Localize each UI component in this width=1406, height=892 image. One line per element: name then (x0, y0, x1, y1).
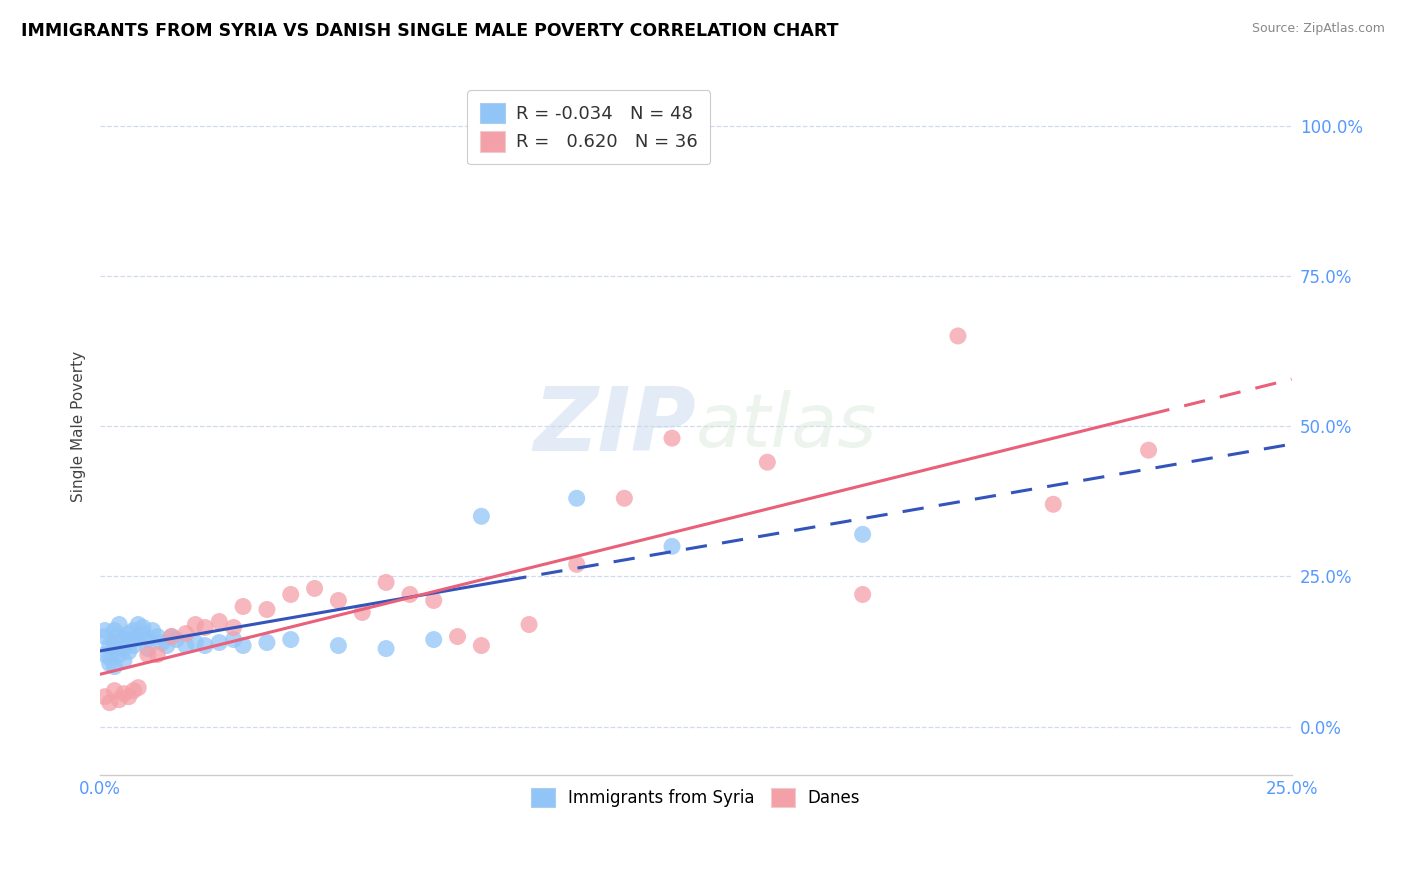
Point (118, 644, 141, 658)
Point (232, 599, 254, 614)
Point (852, 527, 875, 541)
Point (280, 587, 302, 601)
Point (150, 635, 173, 649)
Point (470, 639, 492, 653)
Point (375, 641, 398, 656)
Point (399, 587, 422, 601)
Point (174, 626, 197, 640)
Point (422, 593, 444, 607)
Point (112, 641, 135, 656)
Point (422, 632, 444, 647)
Point (112, 687, 135, 701)
Point (103, 624, 125, 638)
Point (446, 630, 468, 644)
Text: ZIP: ZIP (533, 383, 696, 469)
Point (94, 648, 117, 662)
Point (127, 617, 149, 632)
Point (94, 624, 117, 638)
Point (256, 635, 278, 649)
Text: IMMIGRANTS FROM SYRIA VS DANISH SINGLE MALE POVERTY CORRELATION CHART: IMMIGRANTS FROM SYRIA VS DANISH SINGLE M… (21, 22, 838, 40)
Point (142, 624, 165, 638)
Point (565, 558, 588, 572)
Point (118, 690, 141, 704)
Point (194, 621, 217, 635)
Point (112, 654, 135, 668)
Point (517, 617, 540, 632)
Point (103, 641, 125, 656)
Point (136, 641, 159, 656)
Point (946, 329, 969, 343)
Legend: Immigrants from Syria, Danes: Immigrants from Syria, Danes (523, 780, 869, 815)
Point (122, 624, 145, 638)
Point (174, 639, 197, 653)
Point (304, 582, 326, 596)
Point (661, 431, 683, 445)
Point (375, 575, 398, 590)
Text: Source: ZipAtlas.com: Source: ZipAtlas.com (1251, 22, 1385, 36)
Text: atlas: atlas (696, 390, 877, 462)
Point (208, 615, 231, 629)
Point (118, 626, 141, 640)
Point (852, 587, 875, 601)
Point (98, 650, 121, 665)
Point (328, 639, 350, 653)
Point (565, 491, 588, 506)
Point (756, 455, 779, 469)
Point (108, 617, 131, 632)
Point (352, 606, 374, 620)
Point (232, 639, 254, 653)
Point (1137, 443, 1160, 458)
Point (94, 690, 117, 704)
Point (1042, 497, 1064, 511)
Point (103, 635, 125, 649)
Point (613, 491, 636, 506)
Point (136, 648, 159, 662)
Point (661, 540, 683, 554)
Point (103, 659, 125, 673)
Point (122, 683, 145, 698)
Point (165, 632, 187, 647)
Point (122, 632, 145, 647)
Point (98, 696, 121, 710)
Point (160, 630, 183, 644)
Point (108, 630, 131, 644)
Point (280, 632, 302, 647)
Point (132, 621, 155, 635)
Point (184, 635, 207, 649)
Point (328, 593, 350, 607)
Point (256, 602, 278, 616)
Point (470, 509, 492, 524)
Point (122, 639, 145, 653)
Y-axis label: Single Male Poverty: Single Male Poverty (72, 351, 86, 501)
Point (156, 639, 179, 653)
Point (103, 683, 125, 698)
Point (184, 617, 207, 632)
Point (146, 630, 169, 644)
Point (108, 692, 131, 706)
Point (112, 632, 135, 647)
Point (127, 630, 149, 644)
Point (108, 648, 131, 662)
Point (132, 626, 155, 640)
Point (98, 639, 121, 653)
Point (146, 648, 169, 662)
Point (160, 630, 183, 644)
Point (222, 621, 245, 635)
Point (94, 630, 117, 644)
Point (222, 632, 245, 647)
Point (194, 639, 217, 653)
Point (208, 635, 231, 649)
Point (127, 681, 149, 695)
Point (98, 657, 121, 671)
Point (136, 632, 159, 647)
